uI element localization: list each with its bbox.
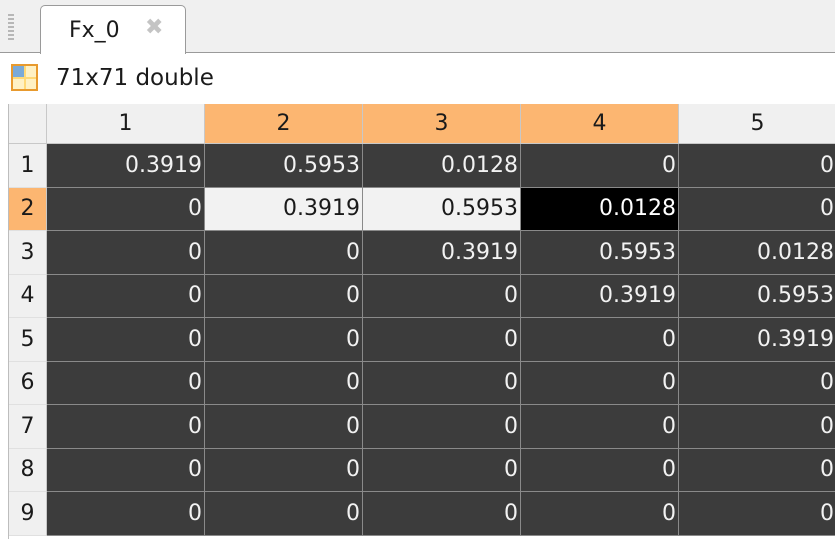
- table-cell[interactable]: 0.3919: [521, 274, 679, 318]
- table-cell[interactable]: 0: [363, 361, 521, 405]
- table-cell[interactable]: 0: [205, 274, 363, 318]
- table-cell[interactable]: 0: [363, 448, 521, 492]
- row-header-3[interactable]: 3: [9, 231, 47, 275]
- table-cell[interactable]: 0: [363, 318, 521, 362]
- row-header-4[interactable]: 4: [9, 274, 47, 318]
- table-cell[interactable]: 0: [521, 361, 679, 405]
- table-cell[interactable]: 0: [363, 492, 521, 536]
- table-cell[interactable]: 0.3919: [679, 318, 835, 362]
- drag-grip-icon[interactable]: [8, 14, 14, 42]
- table-cell[interactable]: 0: [47, 187, 205, 231]
- table-cell[interactable]: 0: [47, 318, 205, 362]
- table-cell[interactable]: 0: [679, 187, 835, 231]
- table-cell[interactable]: 0.5953: [521, 231, 679, 275]
- table-cell[interactable]: 0: [205, 231, 363, 275]
- table-cell[interactable]: 0: [363, 274, 521, 318]
- column-header-4[interactable]: 4: [521, 104, 679, 144]
- table-cell[interactable]: 0: [205, 448, 363, 492]
- row-header-9[interactable]: 9: [9, 492, 47, 536]
- row-header-1[interactable]: 1: [9, 144, 47, 188]
- table-cell[interactable]: 0: [47, 231, 205, 275]
- row-header-6[interactable]: 6: [9, 361, 47, 405]
- table-cell[interactable]: 0.3919: [363, 231, 521, 275]
- column-header-2[interactable]: 2: [205, 104, 363, 144]
- table-cell[interactable]: 0: [47, 274, 205, 318]
- table-cell[interactable]: 0: [205, 405, 363, 449]
- table-cell[interactable]: 0: [521, 448, 679, 492]
- table-cell[interactable]: 0: [363, 405, 521, 449]
- row-header-7[interactable]: 7: [9, 405, 47, 449]
- table-cell[interactable]: 0: [679, 405, 835, 449]
- row-header-2[interactable]: 2: [9, 187, 47, 231]
- table-cell[interactable]: 0: [205, 492, 363, 536]
- table-cell[interactable]: 0.5953: [679, 274, 835, 318]
- table-cell[interactable]: 0: [521, 492, 679, 536]
- table-cell[interactable]: 0.0128: [521, 187, 679, 231]
- table-cell[interactable]: 0: [521, 318, 679, 362]
- table-cell[interactable]: 0.3919: [205, 187, 363, 231]
- table-cell[interactable]: 0: [205, 361, 363, 405]
- column-header-1[interactable]: 1: [47, 104, 205, 144]
- table-cell[interactable]: 0.5953: [205, 144, 363, 188]
- tab-title: Fx_0: [69, 18, 120, 43]
- table-cell[interactable]: 0: [47, 405, 205, 449]
- table-cell[interactable]: 0.3919: [47, 144, 205, 188]
- variable-table: 1 2 3 4 5 1 0.3919 0.5953 0.0128 0 0 2 0 0.3919 0.5953…: [8, 104, 835, 539]
- row-header-8[interactable]: 8: [9, 448, 47, 492]
- table-cell[interactable]: 0: [679, 144, 835, 188]
- table-cell[interactable]: 0.0128: [679, 231, 835, 275]
- table-corner[interactable]: [9, 104, 47, 144]
- column-header-3[interactable]: 3: [363, 104, 521, 144]
- table-cell[interactable]: 0: [521, 405, 679, 449]
- tab-fx-0[interactable]: Fx_0 ✖: [40, 5, 186, 54]
- table-cell[interactable]: 0: [679, 361, 835, 405]
- table-cell[interactable]: 0: [47, 361, 205, 405]
- variable-grid-icon: [11, 64, 38, 91]
- table-cell[interactable]: 0: [205, 318, 363, 362]
- table-cell[interactable]: 0: [47, 492, 205, 536]
- table-cell[interactable]: 0: [521, 144, 679, 188]
- variable-info-bar: 71x71 double: [0, 54, 835, 104]
- table-cell[interactable]: 0.5953: [363, 187, 521, 231]
- row-header-5[interactable]: 5: [9, 318, 47, 362]
- column-header-5[interactable]: 5: [679, 104, 835, 144]
- table-cell[interactable]: 0: [679, 492, 835, 536]
- table-cell[interactable]: 0: [679, 448, 835, 492]
- close-icon[interactable]: ✖: [145, 15, 164, 40]
- document-tab-bar: Fx_0 ✖: [0, 0, 835, 54]
- variable-size-label: 71x71 double: [56, 65, 214, 91]
- table-cell[interactable]: 0: [47, 448, 205, 492]
- table-cell[interactable]: 0.0128: [363, 144, 521, 188]
